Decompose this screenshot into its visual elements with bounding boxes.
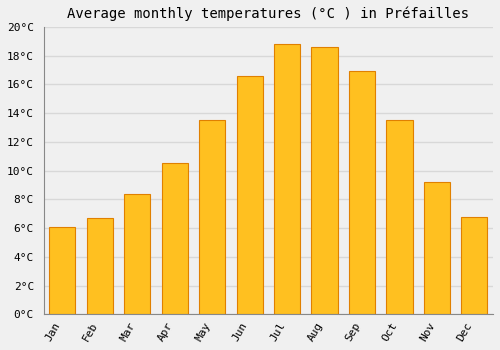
Bar — [162, 163, 188, 314]
Bar — [386, 120, 412, 314]
Bar — [124, 194, 150, 314]
Bar — [50, 226, 76, 314]
Bar — [274, 44, 300, 314]
Bar — [424, 182, 450, 314]
Title: Average monthly temperatures (°C ) in Préfailles: Average monthly temperatures (°C ) in Pr… — [68, 7, 469, 21]
Bar — [461, 217, 487, 314]
Bar — [199, 120, 226, 314]
Bar — [86, 218, 113, 314]
Bar — [236, 76, 262, 314]
Bar — [312, 47, 338, 314]
Bar — [349, 71, 375, 314]
